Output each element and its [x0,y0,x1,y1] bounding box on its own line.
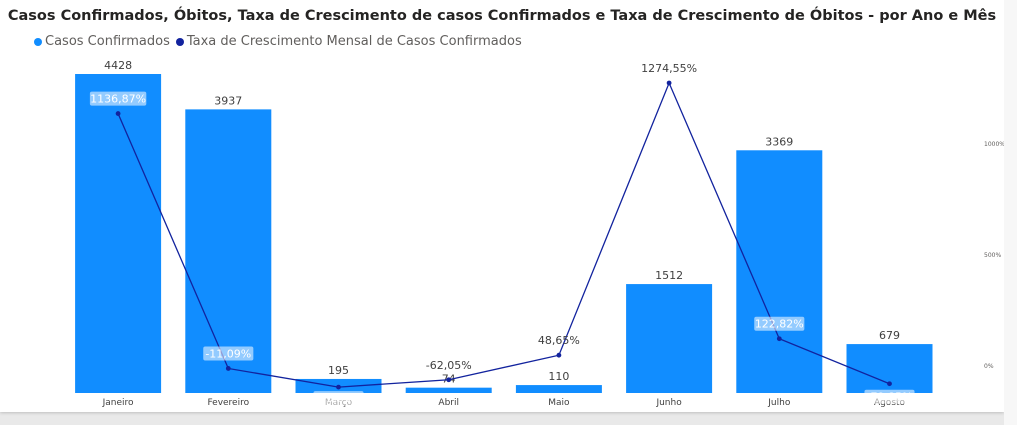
bar-casos-confirmados [75,74,162,393]
combo-chart-plot: 1000% 500% 0% 4428 Janeiro 3937 Fevereiro 195 Ma… [75,59,1004,408]
line-point [556,352,562,358]
x-tick-label: Maio [548,398,570,408]
chart-title: Casos Confirmados, Óbitos, Taxa de Cresc… [7,8,997,24]
y2-tick-label: 1000% [984,141,1004,148]
x-tick-label: Julho [767,398,791,408]
line-value-label: -95,05% [316,392,362,405]
x-tick-label: Junho [655,398,682,408]
legend-dot-line-icon [175,37,184,46]
line-value-label: 122,82% [755,318,804,331]
bar-value-label: 195 [328,364,349,377]
bar-value-label: 3369 [765,135,793,148]
legend-label-taxa-crescimento: Taxa de Crescimento Mensal de Casos Conf… [186,34,522,49]
line-taxa-crescimento [117,81,890,388]
line-point [887,381,892,387]
line-point [336,384,341,390]
legend-item-casos-confirmados[interactable]: Casos Confirmados [34,34,170,49]
bar-value-label: 3937 [214,94,242,107]
legend-label-casos-confirmados: Casos Confirmados [45,34,170,49]
line-value-label: 1136,87% [90,93,146,106]
bar-value-label: 679 [879,329,900,342]
x-tick-label: Fevereiro [207,398,249,408]
line-point [225,366,231,371]
y2-tick-label: 500% [984,252,1001,259]
line-value-label: 1274,55% [641,62,697,75]
bar-casos-confirmados [736,150,823,393]
line-label-background [313,391,364,406]
line-label-background [203,346,254,361]
line-point [776,336,782,342]
line-point [446,377,452,383]
line-label-background [89,91,147,106]
bar-value-label: 1512 [655,269,683,282]
x-tick-label: Abril [438,398,459,408]
x-tick-label: Janeiro [102,398,134,408]
line-point [666,80,672,86]
line-label-background [754,316,805,331]
chart-legend[interactable]: Casos Confirmados Taxa de Crescimento Me… [34,34,528,49]
chart-card: Casos Confirmados, Óbitos, Taxa de Cresc… [0,0,1004,412]
line-point [115,111,121,116]
bar-casos-confirmados [515,385,602,393]
bar-value-label: 110 [548,370,569,383]
y2-tick-label: 0% [984,363,994,370]
line-value-label: -79,85% [867,391,913,404]
bar-casos-confirmados [185,109,272,393]
line-value-label: -62,05% [426,359,472,372]
legend-dot-bar-icon [34,37,42,46]
page-edge [1004,0,1017,425]
line-label-background [864,389,915,404]
bar-value-label: 4428 [104,59,132,72]
legend-item-taxa-crescimento[interactable]: Taxa de Crescimento Mensal de Casos Conf… [175,34,522,49]
line-value-label: -11,09% [205,347,251,360]
bar-casos-confirmados [626,284,713,393]
bar-casos-confirmados [405,387,492,393]
line-value-label: 48,65% [538,334,580,347]
